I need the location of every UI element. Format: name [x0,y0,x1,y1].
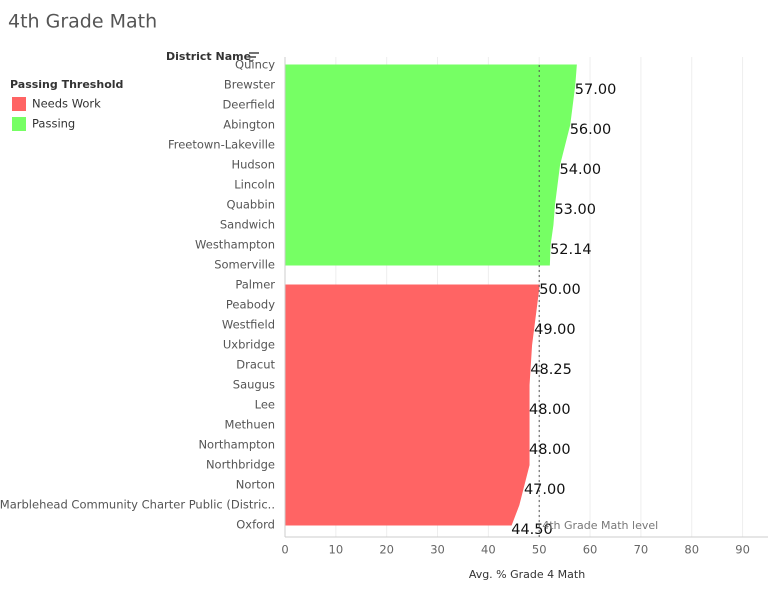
value-label: 50.00 [539,282,581,298]
y-tick-label: Palmer [235,278,275,292]
x-tick-label: 90 [735,543,750,557]
y-tick-label: Westhampton [195,238,275,252]
value-label: 52.14 [550,242,592,258]
x-tick-label: 60 [583,543,598,557]
y-tick-label: Methuen [225,418,275,432]
plot-area [284,57,744,537]
y-tick-label: Hudson [231,158,275,172]
x-tick-label: 50 [532,543,547,557]
value-label: 48.25 [530,362,572,378]
value-label: 49.00 [534,322,576,338]
y-tick-label: Norton [236,478,275,492]
value-label: 44.50 [511,522,553,538]
reference-label: 4th Grade Math level [542,519,658,532]
y-tick-label: Northampton [198,438,275,452]
area [284,64,577,266]
value-label: 48.00 [529,402,571,418]
y-tick-label: Somerville [214,258,275,272]
x-tick-label: 20 [379,543,394,557]
y-tick-label: Marblehead Community Charter Public (Dis… [0,498,275,512]
x-axis-title: Avg. % Grade 4 Math [469,568,585,581]
legend-label: Needs Work [32,97,101,111]
y-tick-label: Lee [255,398,275,412]
y-tick-label: Brewster [224,78,275,92]
y-tick-label: Uxbridge [223,338,275,352]
legend-label: Passing [32,117,75,131]
value-label: 48.00 [529,442,571,458]
legend-title: Passing Threshold [10,78,123,91]
value-label: 57.00 [575,82,617,98]
legend-swatch [12,97,26,111]
y-tick-label: Northbridge [206,458,275,472]
value-label: 54.00 [560,162,602,178]
y-tick-label: Westfield [222,318,275,332]
y-tick-label: Saugus [233,378,275,392]
y-tick-label: Dracut [236,358,275,372]
y-tick-label: Oxford [236,518,275,532]
y-tick-label: Quabbin [227,198,275,212]
y-tick-label: Sandwich [220,218,275,232]
x-tick-label: 0 [281,543,288,557]
x-tick-label: 30 [430,543,445,557]
value-label: 53.00 [554,202,596,218]
value-label: 56.00 [570,122,612,138]
sort-icon[interactable] [249,52,259,62]
y-tick-label: Peabody [226,298,275,312]
chart-title: 4th Grade Math [8,11,157,33]
x-tick-label: 80 [684,543,699,557]
x-tick-label: 70 [634,543,649,557]
y-tick-label: Lincoln [234,178,275,192]
value-label: 47.00 [524,482,566,498]
y-tick-label: Quincy [235,58,275,72]
x-tick-label: 10 [329,543,344,557]
y-tick-label: Freetown-Lakeville [168,138,275,152]
area [284,284,540,526]
y-tick-label: Abington [223,118,275,132]
x-tick-label: 40 [481,543,496,557]
y-header: District Name [166,50,251,63]
legend-swatch [12,117,26,131]
y-tick-label: Deerfield [222,98,275,112]
